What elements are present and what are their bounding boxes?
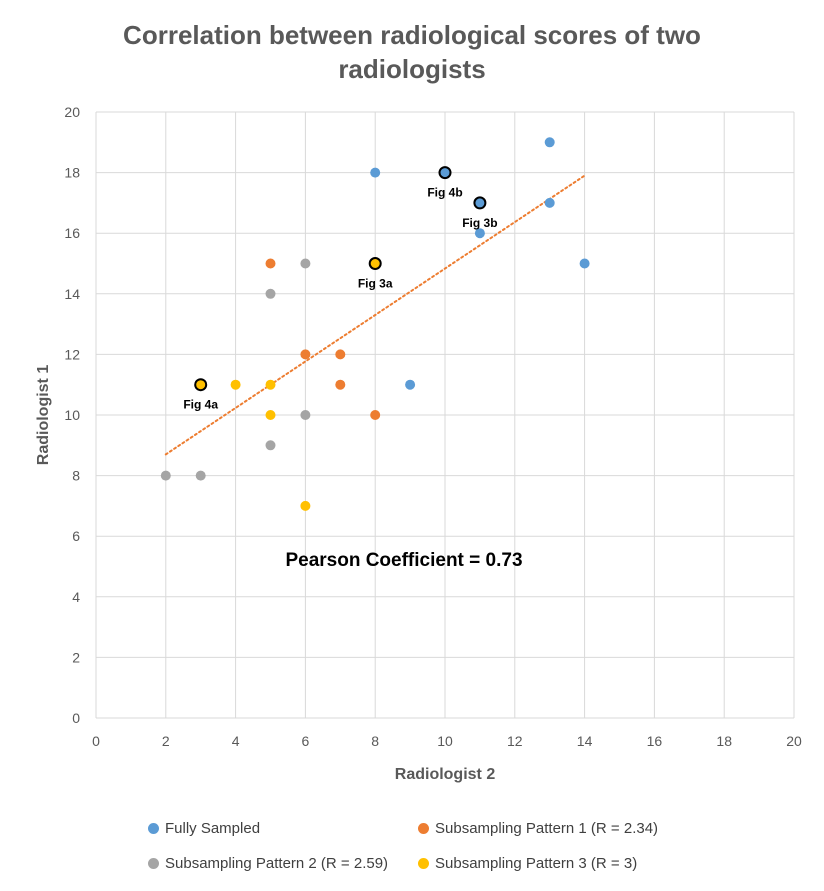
data-point [300,349,311,360]
data-point [474,228,485,239]
y-tick-label: 16 [64,225,80,241]
x-tick-label: 2 [162,733,170,749]
point-annotation: Fig 4a [183,398,218,412]
legend-item-pattern-1: Subsampling Pattern 1 (R = 2.34) [418,820,658,837]
legend-item-fully-sampled: Fully Sampled [148,820,260,837]
point-annotation: Fig 3a [358,277,393,291]
highlighted-point [438,166,452,180]
x-tick-label: 4 [232,733,240,749]
y-tick-label: 6 [72,528,80,544]
highlighted-point [368,257,382,270]
y-tick-label: 10 [64,407,80,423]
x-axis-label: Radiologist 2 [395,766,496,783]
data-point [265,288,276,299]
data-point [265,410,276,420]
y-tick-label: 20 [64,104,80,120]
data-point [160,470,171,481]
data-point [335,349,346,360]
legend-marker [148,823,159,834]
x-tick-label: 10 [437,733,453,749]
data-point [195,470,206,481]
pearson-annotation: Pearson Coefficient = 0.73 [285,550,522,571]
data-point [405,379,416,390]
data-point [300,410,311,420]
data-point [544,137,555,148]
data-point [265,440,276,451]
annotations-layer: Fig 4b Fig 3b Fig 3a Fig 4a [183,166,498,412]
legend-label: Subsampling Pattern 1 (R = 2.34) [435,820,659,837]
grid [95,111,795,719]
x-tick-label: 8 [371,733,379,749]
point-annotation: Fig 4b [427,186,462,200]
data-point [544,197,555,208]
data-point [265,379,276,390]
x-tick-label: 12 [507,733,523,749]
x-tick-label: 20 [786,733,802,749]
y-tick-label: 0 [72,710,80,726]
trendline-layer [164,174,586,456]
data-point [300,258,311,269]
x-tick-label: 16 [647,733,663,749]
data-point [265,258,276,269]
y-tick-label: 4 [72,589,80,605]
x-tick-label: 14 [577,733,593,749]
legend-marker [418,823,429,834]
highlighted-point [194,378,208,392]
legend-item-pattern-2: Subsampling Pattern 2 (R = 2.59) [148,855,388,872]
trendline [164,174,586,456]
tick-labels: 0 2 4 6 8 10 12 14 16 18 20 0 2 4 6 8 10 12 14 16 18 20 [64,104,802,749]
y-tick-label: 18 [64,165,80,181]
y-axis-label: Radiologist 1 [35,365,52,466]
legend-label: Subsampling Pattern 3 (R = 3) [435,855,638,872]
data-point [579,258,590,269]
legend-label: Subsampling Pattern 2 (R = 2.59) [165,855,389,872]
x-tick-label: 0 [92,733,100,749]
legend-marker [148,858,159,869]
x-tick-label: 18 [716,733,732,749]
data-point [300,500,311,511]
highlighted-point [473,196,487,210]
legend-marker [418,858,429,869]
data-point [370,167,381,178]
legend-label: Fully Sampled [165,820,261,837]
y-tick-label: 2 [72,649,80,665]
legend-item-pattern-3: Subsampling Pattern 3 (R = 3) [418,855,637,872]
x-tick-label: 6 [302,733,310,749]
chart-title: Correlation between radiological scores … [123,20,701,84]
data-point [230,379,241,390]
point-annotation: Fig 3b [462,216,497,230]
data-point [370,410,381,420]
y-tick-label: 14 [64,286,80,302]
y-tick-label: 8 [72,468,80,484]
data-point [335,379,346,390]
y-tick-label: 12 [64,346,80,362]
